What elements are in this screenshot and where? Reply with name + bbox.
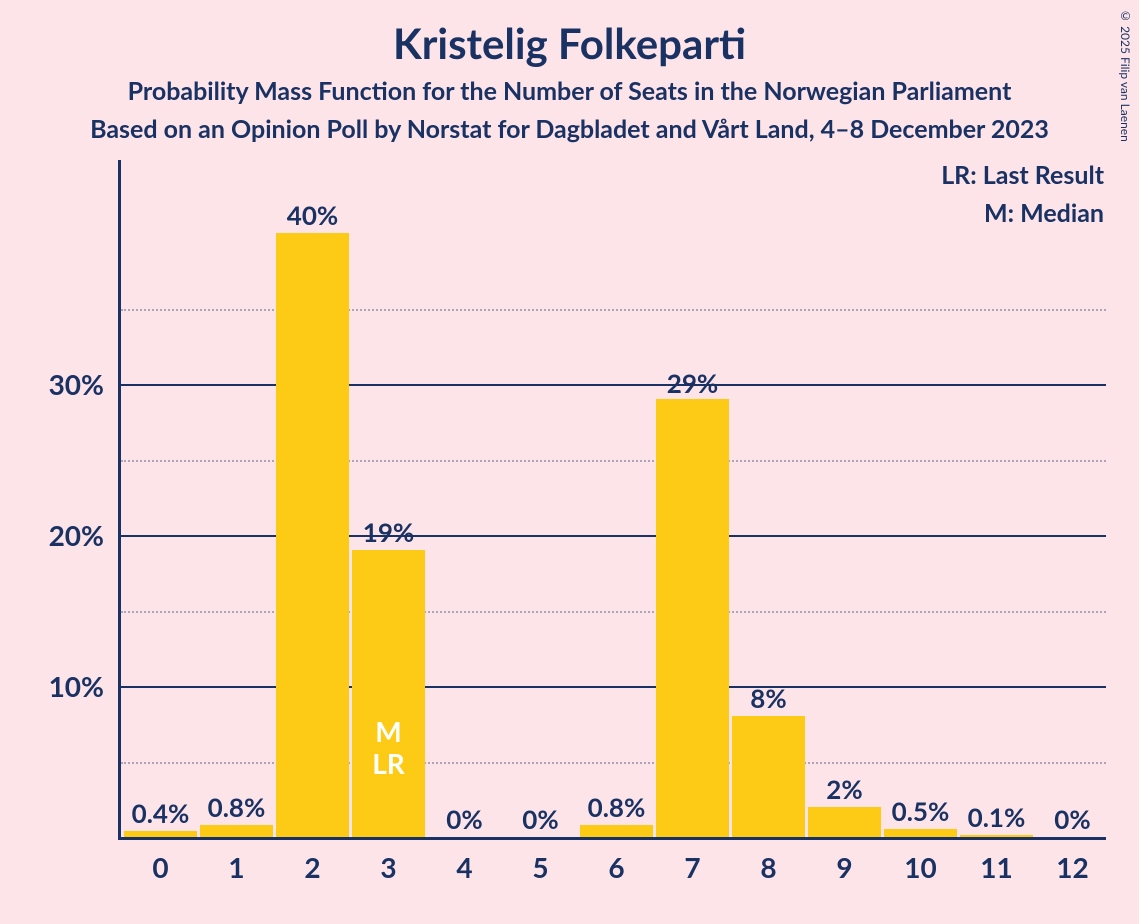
- bar: [580, 825, 653, 837]
- bar: [124, 831, 197, 837]
- copyright-text: © 2025 Filip van Laenen: [1118, 8, 1133, 142]
- chart-subtitle-2: Based on an Opinion Poll by Norstat for …: [0, 114, 1139, 144]
- bar-value-label: 0%: [1024, 803, 1121, 835]
- bar-value-label: 19%: [340, 516, 437, 548]
- grid-major: [118, 384, 1106, 386]
- y-tick-label: 20%: [49, 518, 104, 552]
- bar-value-label: 29%: [644, 367, 741, 399]
- y-axis: [118, 160, 121, 840]
- y-tick-label: 30%: [49, 367, 104, 401]
- legend-lr: LR: Last Result: [941, 160, 1104, 190]
- x-axis: [118, 837, 1106, 840]
- last-result-marker: LR: [352, 747, 425, 779]
- bar-value-label: 40%: [264, 199, 361, 231]
- bar: [732, 716, 805, 837]
- median-marker: M: [352, 715, 425, 747]
- x-tick-label: 12: [1026, 850, 1119, 884]
- bar: MLR: [352, 550, 425, 837]
- bar: [884, 829, 957, 837]
- in-bar-annotations: MLR: [352, 715, 425, 779]
- grid-major: [118, 686, 1106, 688]
- bar: [276, 233, 349, 837]
- bar: [200, 825, 273, 837]
- y-tick-label: 10%: [49, 669, 104, 703]
- bar-chart: 10%20%30%0.4%00.8%140%2MLR19%30%40%50.8%…: [118, 200, 1106, 840]
- grid-minor: [121, 460, 1106, 462]
- grid-major: [118, 535, 1106, 537]
- bar-value-label: 0.8%: [568, 791, 665, 823]
- grid-minor: [121, 762, 1106, 764]
- bar-value-label: 0.8%: [188, 791, 285, 823]
- chart-subtitle-1: Probability Mass Function for the Number…: [0, 76, 1139, 106]
- bar: [656, 399, 729, 837]
- grid-minor: [121, 309, 1106, 311]
- bar: [808, 807, 881, 837]
- chart-title: Kristelig Folkeparti: [0, 18, 1139, 68]
- grid-minor: [121, 611, 1106, 613]
- bar-value-label: 8%: [720, 682, 817, 714]
- bar: [960, 835, 1033, 837]
